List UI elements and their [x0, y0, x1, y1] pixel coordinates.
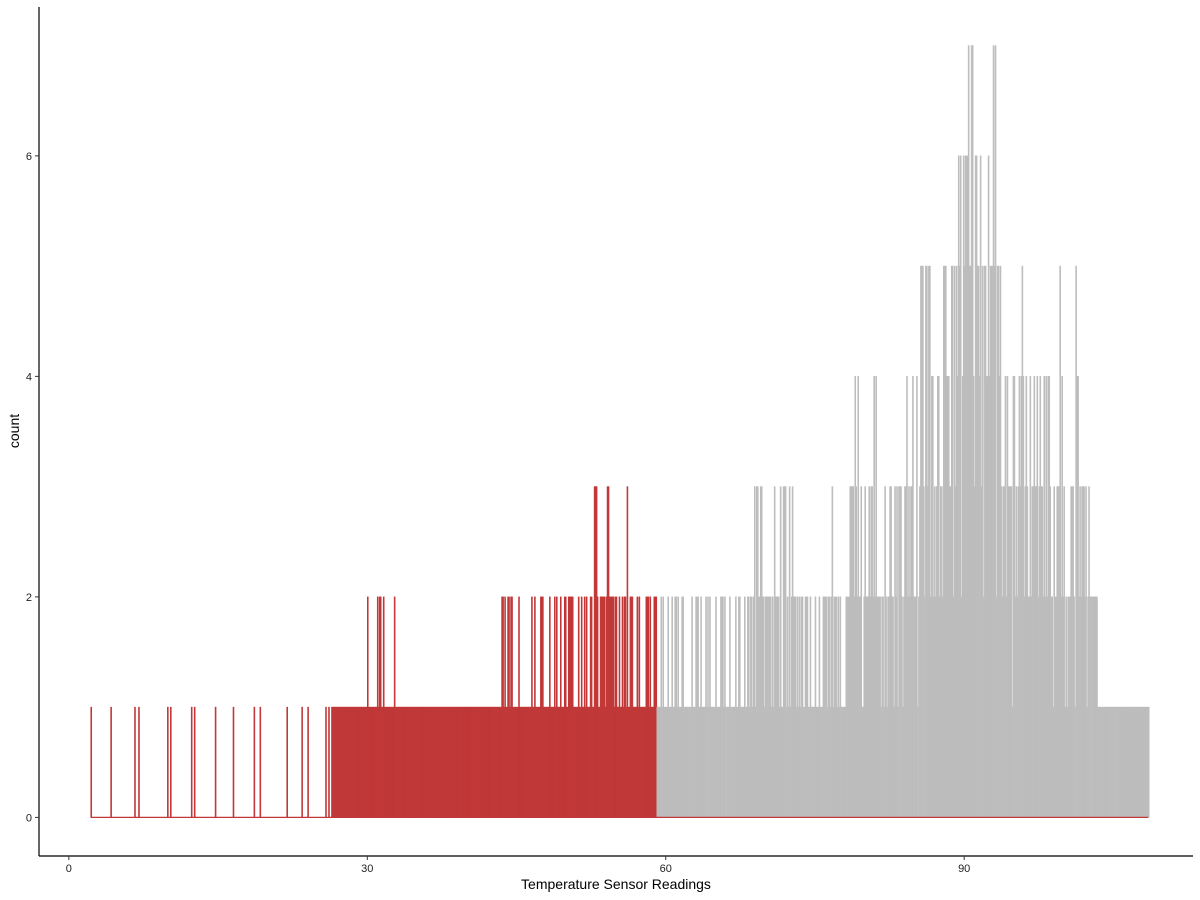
histogram-bar: [110, 706, 112, 818]
histogram-bar: [90, 706, 93, 818]
ticks-layer: 0 30 60 90 0 2 4 6: [26, 151, 970, 875]
y-tick-label: 0: [26, 812, 32, 824]
x-tick-label: 30: [361, 863, 373, 875]
histogram-bar: [190, 706, 193, 818]
y-tick-label: 2: [26, 592, 32, 604]
x-tick-label: 60: [660, 863, 672, 875]
histogram-bar: [253, 706, 256, 818]
x-tick-label: 90: [958, 863, 970, 875]
histogram-bar: [134, 706, 136, 818]
histogram-bar: [167, 706, 169, 818]
histogram-bar: [259, 706, 262, 818]
y-tick-label: 4: [26, 371, 32, 383]
x-tick-label: 0: [66, 863, 72, 875]
x-axis-title: Temperature Sensor Readings: [521, 876, 711, 892]
histogram-bar: [1147, 706, 1150, 818]
histogram-bar: [214, 706, 217, 818]
series-1: [656, 45, 1150, 818]
histogram-bar: [325, 706, 327, 818]
histogram-bar: [301, 706, 303, 818]
y-tick-label: 6: [26, 151, 32, 163]
bars-layer: [90, 45, 1150, 819]
histogram-bar: [328, 706, 330, 818]
histogram-bar: [232, 706, 235, 818]
y-axis-title: count: [6, 414, 22, 448]
histogram-bar: [286, 706, 288, 818]
series-0: [90, 486, 659, 818]
axes-layer: [38, 7, 1193, 857]
histogram-bar: [307, 706, 309, 818]
histogram-bar: [193, 706, 196, 818]
histogram-bar: [170, 706, 172, 818]
histogram-bar: [138, 706, 140, 818]
